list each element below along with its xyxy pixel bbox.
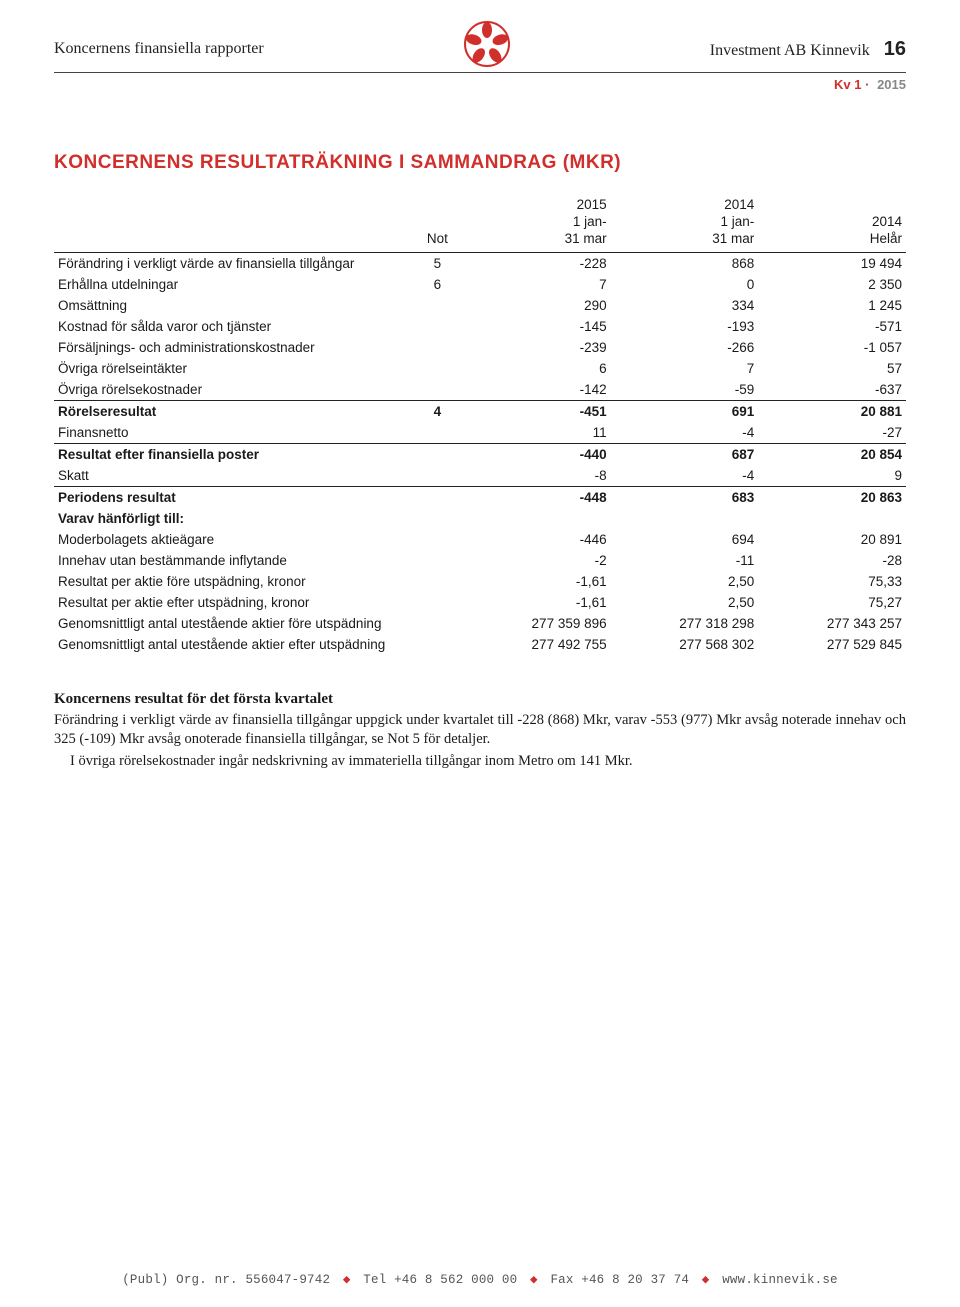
table-row: Rörelseresultat4-45169120 881 [54,400,906,422]
table-row: Resultat per aktie efter utspädning, kro… [54,592,906,613]
table-row: Periodens resultat-44868320 863 [54,486,906,508]
table-row: Kostnad för sålda varor och tjänster-145… [54,316,906,337]
header-divider [54,72,906,73]
page-number: 16 [884,38,906,60]
col-blank [54,194,412,252]
table-row: Omsättning2903341 245 [54,295,906,316]
table-row: Genomsnittligt antal utestående aktier f… [54,613,906,634]
table-row: Genomsnittligt antal utestående aktier e… [54,634,906,655]
table-row: Erhållna utdelningar6702 350 [54,274,906,295]
body-para-1: Förändring i verkligt värde av finansiel… [54,711,906,750]
header-right-text: Investment AB Kinnevik 16 [710,38,906,61]
body-text-block: Koncernens resultat för det första kvart… [54,689,906,772]
col-2015-q1: 2015 1 jan- 31 mar [463,194,611,252]
section-title: KONCERNENS RESULTATRÄKNING I SAMMANDRAG … [54,152,906,174]
table-row: Skatt-8-49 [54,465,906,487]
table-row: Övriga rörelseintäkter6757 [54,358,906,379]
table-row: Förändring i verkligt värde av finansiel… [54,252,906,274]
table-row: Övriga rörelsekostnader-142-59-637 [54,379,906,401]
col-not: Not [412,194,463,252]
period-label: Kv 1 · 2015 [54,77,906,92]
table-row: Finansnetto11-4-27 [54,422,906,444]
body-para-2: I övriga rörelsekostnader ingår nedskriv… [54,752,906,772]
table-row: Moderbolagets aktieägare-44669420 891 [54,529,906,550]
col-2014-q1: 2014 1 jan- 31 mar [611,194,759,252]
table-row: Innehav utan bestämmande inflytande-2-11… [54,550,906,571]
page-footer: (Publ) Org. nr. 556047-9742 ◆ Tel +46 8 … [0,1271,960,1287]
table-row: Resultat efter finansiella poster-440687… [54,443,906,465]
table-row: Varav hänförligt till: [54,508,906,529]
page-header: Koncernens finansiella rapporter Investm… [54,28,906,70]
table-row: Försäljnings- och administrationskostnad… [54,337,906,358]
table-row: Resultat per aktie före utspädning, kron… [54,571,906,592]
body-heading: Koncernens resultat för det första kvart… [54,689,906,709]
col-2014-fy: 2014 Helår [758,194,906,252]
income-statement-table: Not 2015 1 jan- 31 mar 2014 1 jan- 31 ma… [54,194,906,655]
header-left-text: Koncernens finansiella rapporter [54,40,264,58]
kinnevik-logo-icon [461,18,513,70]
